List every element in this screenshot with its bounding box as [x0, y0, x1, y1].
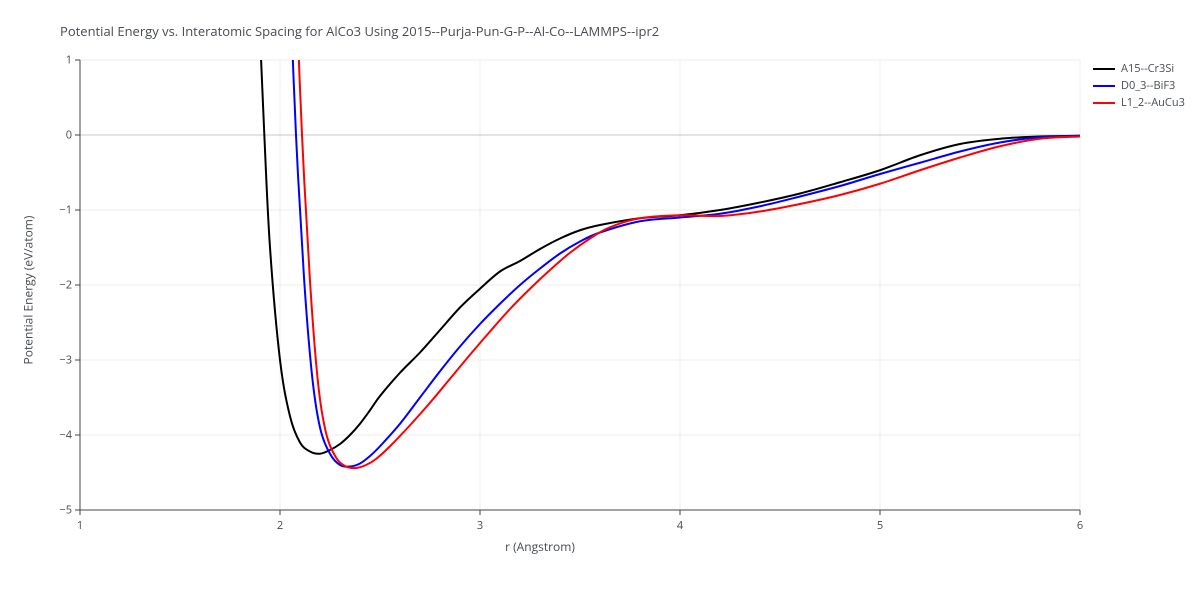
x-tick-label: 2: [277, 518, 283, 533]
y-tick-label: 0: [42, 128, 72, 143]
x-axis-label: r (Angstrom): [505, 538, 575, 555]
plot-svg: [80, 60, 1080, 510]
x-tick-label: 1: [77, 518, 83, 533]
y-tick-label: −2: [42, 278, 72, 293]
y-tick-label: 1: [42, 53, 72, 68]
y-axis-label: Potential Energy (eV/atom): [20, 216, 37, 365]
y-tick-label: −4: [42, 428, 72, 443]
series-line[interactable]: [296, 0, 1080, 468]
legend-label: A15--Cr3Si: [1121, 61, 1174, 76]
legend-item[interactable]: L1_2--AuCu3: [1093, 94, 1185, 111]
legend-label: L1_2--AuCu3: [1121, 95, 1185, 110]
x-tick-label: 6: [1077, 518, 1083, 533]
chart-container: Potential Energy vs. Interatomic Spacing…: [0, 0, 1200, 600]
legend-item[interactable]: A15--Cr3Si: [1093, 60, 1185, 77]
legend-item[interactable]: D0_3--BiF3: [1093, 77, 1185, 94]
series-line[interactable]: [290, 0, 1080, 467]
y-tick-label: −3: [42, 353, 72, 368]
y-tick-label: −5: [42, 503, 72, 518]
legend-label: D0_3--BiF3: [1121, 78, 1175, 93]
legend-swatch: [1093, 68, 1115, 70]
legend-swatch: [1093, 102, 1115, 104]
x-tick-label: 4: [677, 518, 683, 533]
chart-title: Potential Energy vs. Interatomic Spacing…: [60, 22, 659, 40]
legend[interactable]: A15--Cr3Si D0_3--BiF3 L1_2--AuCu3: [1093, 60, 1185, 111]
x-tick-label: 3: [477, 518, 483, 533]
series-line[interactable]: [258, 0, 1080, 454]
legend-swatch: [1093, 85, 1115, 87]
x-tick-label: 5: [877, 518, 883, 533]
y-tick-label: −1: [42, 203, 72, 218]
plot-area[interactable]: [80, 60, 1080, 510]
